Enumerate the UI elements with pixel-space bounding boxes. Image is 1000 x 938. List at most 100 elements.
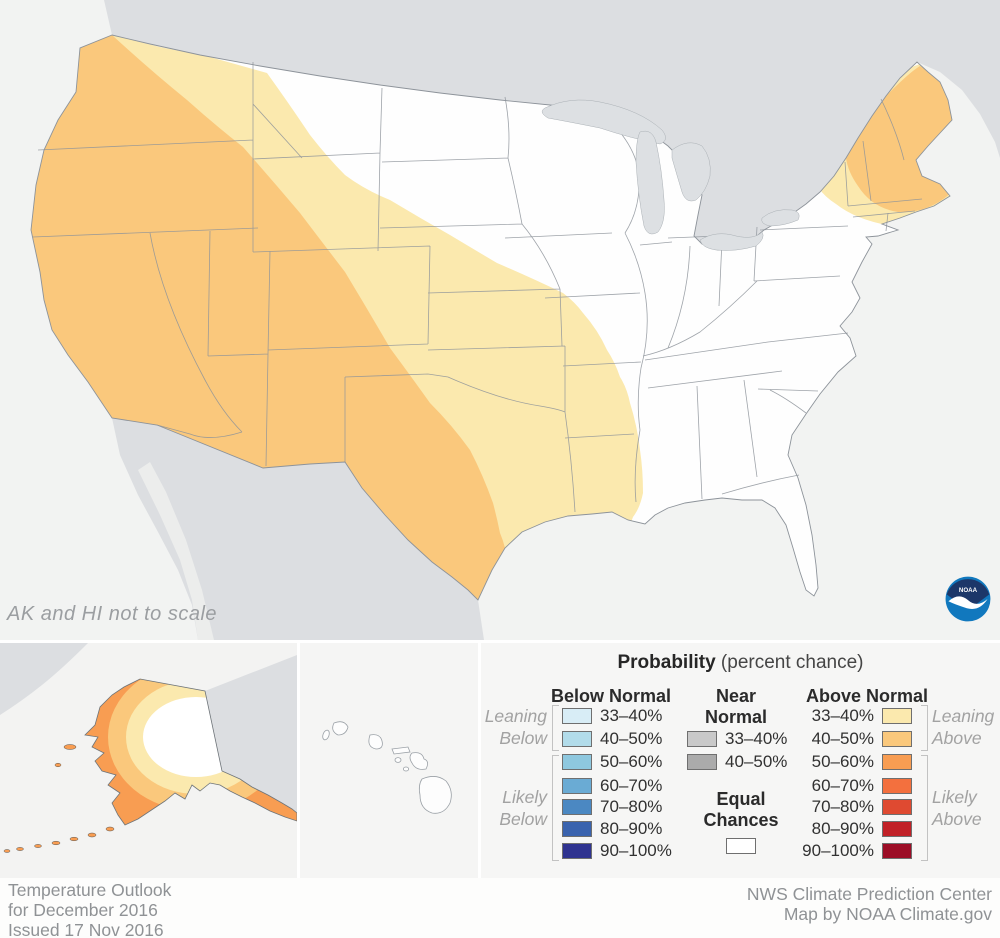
island-molokai (391, 746, 411, 755)
legend-swatch (882, 799, 912, 815)
legend-entry-label: 40–50% (811, 729, 874, 748)
band-40-50-above-west (31, 35, 505, 600)
equal-chances-swatch (726, 838, 756, 854)
legend-entry: 40–50% (781, 729, 912, 749)
legend-swatch (562, 799, 592, 815)
legend-swatch (562, 708, 592, 724)
legend-swatch (882, 843, 912, 859)
near-normal-header: Near Normal (704, 686, 767, 727)
legend-entry: 33–40% (781, 706, 912, 726)
us-outline (30, 34, 953, 601)
below-normal-scale: 33–40% 40–50% 50–60% 60–70% 70–80% 80–90% 90–1… (562, 643, 712, 878)
leaning-above-bracket (921, 705, 928, 751)
legend-entry-label: 33–40% (725, 729, 788, 748)
gulf-of-california (138, 462, 214, 640)
island-maui (409, 752, 428, 770)
likely-above-bracket (921, 755, 928, 861)
alaska-inset-map (0, 643, 298, 878)
equal-chances-block: Equal Chances (694, 789, 788, 854)
footer-issued-date: Issued 17 Nov 2016 (8, 920, 164, 938)
legend-entry: 60–70% (562, 776, 662, 796)
legend-entry: 80–90% (781, 819, 912, 839)
ak-outline (84, 678, 298, 826)
conus-map-svg (0, 0, 1000, 640)
legend-title: Probability (percent chance) (617, 652, 864, 673)
legend-entry-label: 40–50% (600, 729, 663, 748)
hi-ocean (300, 643, 478, 878)
legend-swatch (882, 708, 912, 724)
below-normal-header: Below Normal (550, 686, 672, 706)
legend-entry: 80–90% (562, 819, 662, 839)
legend-entry: 40–50% (562, 729, 662, 749)
legend-entry-label: 50–60% (811, 752, 874, 771)
legend-entry-label: 80–90% (600, 819, 663, 838)
above-normal-header: Above Normal (805, 686, 929, 706)
island-oahu (368, 734, 383, 750)
legend-entry-label: 50–60% (600, 752, 663, 771)
likely-below-label: Likely Below (499, 787, 547, 829)
legend-entry-label: 90–100% (600, 841, 672, 860)
footer-title: Temperature Outlook for December 2016 Is… (8, 880, 171, 938)
footer-credit: NWS Climate Prediction Center Map by NOA… (747, 884, 992, 924)
legend-swatch (562, 843, 592, 859)
leaning-below-label: Leaning Below (484, 706, 547, 748)
ak-russia-land (0, 643, 88, 715)
legend-entry: 90–100% (781, 841, 912, 861)
legend-swatch (882, 821, 912, 837)
noaa-logo-text: NOAA (959, 587, 978, 594)
legend-entry: 90–100% (562, 841, 672, 861)
legend-entry: 50–60% (781, 752, 912, 772)
footer-source: NWS Climate Prediction Center (746, 884, 992, 904)
conus-map: AK and HI not to scale NOAA (0, 0, 1000, 640)
lake-superior (541, 99, 666, 145)
legend-swatch (562, 778, 592, 794)
legend-entry-label: 80–90% (811, 819, 874, 838)
legend-entry: 70–80% (781, 797, 912, 817)
legend-entry-label: 40–50% (725, 752, 788, 771)
scale-annotation: AK and HI not to scale (7, 603, 218, 625)
legend-entry: 60–70% (781, 776, 912, 796)
island-niihau (322, 729, 330, 741)
legend-swatch (687, 731, 717, 747)
footer: Temperature Outlook for December 2016 Is… (0, 878, 1000, 938)
great-lakes (541, 99, 800, 251)
island-kahoolawe (403, 766, 410, 772)
near-normal-scale: 33–40% 40–50% (687, 643, 837, 878)
legend-entry-label: 33–40% (600, 706, 663, 725)
hawaii-inset-map (300, 643, 478, 878)
legend-swatch (562, 754, 592, 770)
footer-title-line1: Temperature Outlook (8, 880, 172, 900)
legend-entry-label: 90–100% (802, 841, 874, 860)
lake-michigan (635, 130, 665, 235)
legend-swatch (562, 731, 592, 747)
hawaii-islands (322, 721, 452, 814)
island-lanai (394, 757, 402, 763)
state-borders (32, 62, 923, 513)
lake-ontario (761, 209, 800, 227)
probability-legend: Probability (percent chance) Below Norma… (481, 643, 1000, 878)
legend-entry-label: 60–70% (600, 776, 663, 795)
footer-mapmaker: Map by NOAA Climate.gov (783, 904, 992, 924)
legend-entry-label: 33–40% (811, 706, 874, 725)
legend-swatch (882, 754, 912, 770)
legend-entry-label: 60–70% (811, 776, 874, 795)
mexico-land (112, 418, 484, 640)
bottom-panel-strip: Probability (percent chance) Below Norma… (0, 640, 1000, 878)
legend-swatch (562, 821, 592, 837)
legend-entry-label: 70–80% (811, 797, 874, 816)
lake-erie (699, 231, 764, 251)
legend-entry: 33–40% (687, 729, 787, 749)
likely-above-label: Likely Above (932, 787, 982, 829)
legend-entry: 50–60% (562, 752, 662, 772)
noaa-seagull-icon (948, 596, 988, 609)
above-normal-scale: 33–40% 40–50% 50–60% 60–70% 70–80% 80–90% 90–1… (781, 643, 912, 878)
aleutian-islands (3, 744, 115, 853)
leaning-above-label: Leaning Above (932, 706, 995, 748)
legend-swatch (687, 754, 717, 770)
legend-swatch (882, 731, 912, 747)
island-hawaii (418, 776, 452, 814)
footer-title-line2: for December 2016 (8, 900, 158, 920)
legend-entry-label: 70–80% (600, 797, 663, 816)
island-kauai (332, 721, 349, 736)
legend-swatch (882, 778, 912, 794)
